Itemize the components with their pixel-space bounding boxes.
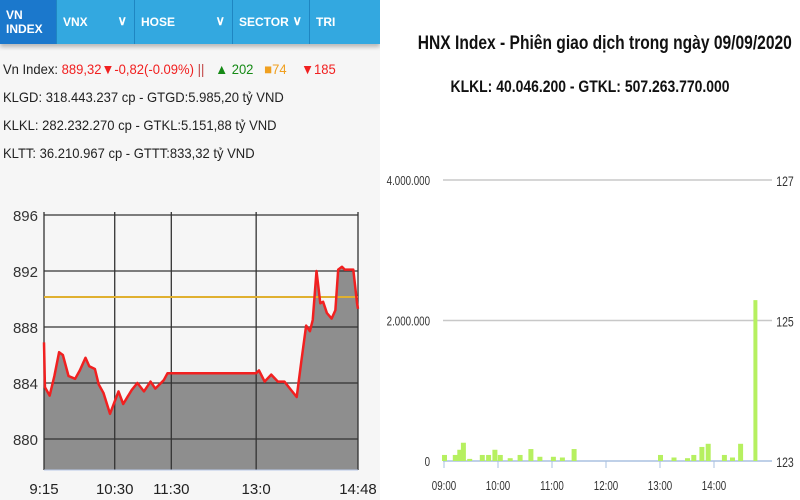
volume-bar: [721, 454, 727, 461]
tab-tri[interactable]: TRI: [310, 0, 380, 44]
volume-bar: [457, 449, 463, 461]
y-right-tick-label: 123: [776, 455, 794, 471]
volume-bar: [528, 449, 534, 461]
tab-vnx[interactable]: VNX ∨: [57, 0, 135, 44]
volume-bar: [559, 457, 565, 461]
x-tick-label: 12:00: [594, 480, 618, 494]
x-tick-label: 11:00: [540, 480, 564, 494]
vnindex-panel: VN INDEX VNX ∨ HOSE ∨ SECTOR ∨ TRI Vn Index…: [0, 0, 380, 500]
index-line: [42, 265, 360, 416]
tab-label: VN INDEX: [6, 8, 43, 36]
volume-bar: [658, 454, 663, 461]
separator: ||: [197, 61, 205, 77]
volume-bar: [685, 458, 690, 461]
tab-label: VNX: [63, 15, 88, 29]
y-tick-label: 892: [13, 264, 38, 281]
y-tick-label: 896: [13, 208, 38, 225]
tab-label: SECTOR: [239, 15, 289, 29]
volume-bar: [460, 442, 466, 461]
x-tick-label: 11:30: [153, 481, 189, 498]
tab-hose[interactable]: HOSE ∨: [135, 0, 233, 44]
chart-subtitle: KLKL: 40.046.200 - GTKL: 507.263.770.000: [450, 77, 730, 96]
volume-bar: [452, 454, 458, 461]
volume-bar: [550, 456, 556, 461]
volume-bar: [571, 449, 577, 461]
kltt-line: KLTT: 36.210.967 cp - GTTT:833,32 tỷ VND: [3, 145, 255, 161]
declines-count: ▼185: [301, 61, 336, 77]
y-right-tick-label: 125: [776, 314, 794, 330]
volume-bar: [738, 443, 744, 461]
volume-bar: [537, 456, 543, 461]
chevron-down-icon: ∨: [215, 13, 225, 28]
volume-bar: [691, 454, 697, 461]
index-change: ▼-0,82(-0.09%): [101, 61, 194, 77]
tab-sector[interactable]: SECTOR ∨: [233, 0, 310, 44]
y-right-tick-label: 127: [776, 174, 794, 190]
x-tick-label: 10:00: [486, 480, 510, 494]
index-label: Vn Index:: [3, 61, 59, 77]
index-value: 889,32: [61, 61, 102, 77]
x-tick-label: 14:00: [702, 480, 726, 494]
volume-bar: [671, 457, 677, 461]
chart-title: HNX Index - Phiên giao dịch trong ngày 0…: [417, 33, 792, 54]
y-tick-label: 888: [13, 320, 38, 337]
volume-bar: [479, 454, 485, 461]
volume-bar: [705, 443, 711, 461]
index-area: [44, 266, 358, 470]
x-tick-label: 09:00: [432, 480, 456, 494]
y-tick-label: 884: [13, 376, 38, 393]
unchanged-count: ■74: [264, 61, 287, 77]
volume-bar: [753, 300, 758, 461]
x-tick-label: 9:15: [29, 481, 58, 498]
x-tick-label: 13:0: [242, 481, 271, 498]
volume-bar: [699, 446, 705, 461]
volume-bar: [497, 454, 503, 461]
volume-bar: [517, 454, 523, 461]
y-left-tick-label: 0: [425, 456, 430, 470]
x-tick-label: 13:00: [648, 480, 672, 494]
advances-count: ▲ 202: [215, 61, 254, 77]
tab-vn-index[interactable]: VN INDEX: [0, 0, 57, 44]
volume-bar: [486, 454, 492, 461]
y-left-tick-label: 2.000.000: [387, 315, 430, 329]
hnx-intraday-chart: 0 2.000.000 4.000.000 123 125 127 09:00 10:00 11…: [387, 174, 794, 494]
y-tick-label: 880: [13, 432, 38, 449]
volume-bar: [467, 458, 473, 461]
y-left-tick-label: 4.000.000: [387, 175, 430, 189]
volume-bar: [442, 454, 447, 461]
vnindex-intraday-chart: 880 884 888 892 896 9:15 10:30 11:30 13:0 14:48: [13, 208, 377, 498]
chevron-down-icon: ∨: [117, 13, 127, 28]
x-tick-label: 10:30: [96, 481, 134, 498]
klkl-line: KLKL: 282.232.270 cp - GTKL:5.151,88 tỷ …: [3, 117, 277, 133]
tab-label: TRI: [316, 15, 336, 29]
volume-bar: [730, 457, 735, 461]
tab-label: HOSE: [141, 15, 176, 29]
chevron-down-icon: ∨: [292, 13, 302, 28]
klgd-line: KLGD: 318.443.237 cp - GTGD:5.985,20 tỷ …: [3, 89, 284, 105]
x-tick-label: 14:48: [339, 481, 377, 498]
hnx-panel: HNX Index - Phiên giao dịch trong ngày 0…: [380, 0, 800, 500]
volume-bar: [492, 449, 498, 461]
market-tab-bar: VN INDEX VNX ∨ HOSE ∨ SECTOR ∨ TRI: [0, 0, 380, 44]
index-summary-line: Vn Index: 889,32▼-0,82(-0.09%) || ▲ 202 …: [3, 61, 336, 77]
volume-bar: [507, 458, 513, 461]
